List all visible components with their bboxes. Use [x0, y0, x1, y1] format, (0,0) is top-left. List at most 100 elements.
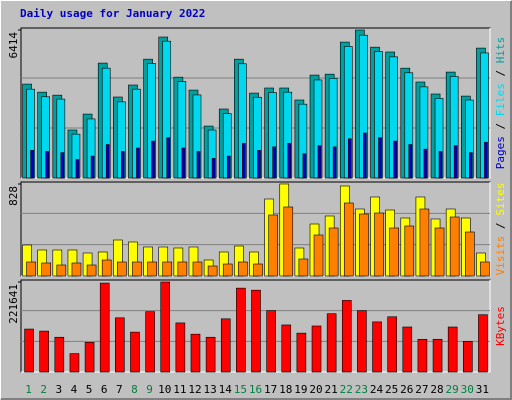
bar: [132, 261, 142, 277]
bar: [343, 202, 354, 277]
legend-entry: KBytes: [494, 306, 507, 346]
x-tick-label: 24: [370, 383, 384, 396]
bar: [90, 155, 95, 179]
bar: [26, 261, 36, 277]
bar: [296, 332, 307, 373]
x-tick-label: 19: [294, 383, 307, 396]
bar: [449, 216, 460, 277]
bar: [30, 150, 34, 179]
y-tick-label: 6414: [7, 32, 20, 59]
bar: [478, 314, 488, 373]
bar: [115, 317, 125, 373]
bar: [363, 132, 367, 179]
bar: [56, 264, 67, 277]
x-tick-label: 4: [71, 383, 78, 396]
x-tick-label: 17: [264, 383, 277, 396]
bar: [101, 259, 112, 277]
x-tick-label: 14: [219, 383, 233, 396]
legend-entry: Pages: [494, 136, 507, 169]
x-tick-label: 22: [340, 383, 353, 396]
bar: [359, 213, 369, 277]
bar: [160, 281, 171, 373]
bar: [287, 143, 292, 179]
bar: [238, 261, 248, 277]
bar: [121, 151, 125, 179]
x-tick-label: 25: [385, 383, 398, 396]
legend-separator: /: [494, 116, 507, 136]
bar: [24, 328, 34, 373]
bar: [469, 152, 473, 179]
legend-separator: /: [494, 63, 507, 83]
bar: [447, 326, 458, 373]
bar: [298, 258, 309, 277]
bar: [211, 158, 216, 179]
bar: [190, 333, 201, 373]
bar: [69, 353, 80, 373]
bar: [117, 261, 127, 277]
bar: [408, 144, 413, 179]
bar: [71, 262, 82, 277]
x-tick-label: 5: [86, 383, 93, 396]
legend-entry: Sites: [494, 183, 507, 216]
bar: [75, 159, 80, 179]
legend-entry: Visits: [494, 236, 507, 276]
bar: [272, 146, 276, 179]
x-tick-label: 30: [461, 383, 474, 396]
x-tick-label: 26: [400, 383, 413, 396]
bar: [402, 326, 413, 373]
bar: [257, 150, 261, 179]
bar: [281, 324, 292, 373]
x-tick-label: 12: [188, 383, 201, 396]
bar: [317, 145, 322, 179]
x-tick-label: 28: [430, 383, 443, 396]
x-tick-label: 6: [101, 383, 108, 396]
bar: [222, 263, 233, 277]
bar: [302, 153, 307, 179]
bar: [207, 265, 218, 277]
x-tick-label: 31: [476, 383, 489, 396]
x-tick-label: 1: [25, 383, 32, 396]
bar: [242, 143, 246, 179]
bar: [347, 138, 352, 179]
bar: [175, 322, 186, 373]
bar: [196, 151, 201, 179]
bar: [326, 313, 337, 373]
bar: [151, 140, 155, 179]
bar: [60, 152, 65, 179]
bar: [130, 331, 140, 373]
legend-separator: /: [494, 216, 507, 236]
bar: [311, 325, 322, 373]
bar: [313, 234, 324, 277]
bar: [341, 300, 352, 373]
bar: [99, 282, 110, 373]
legend-entry: Hits: [494, 37, 507, 64]
bar: [393, 140, 397, 179]
bar: [332, 146, 337, 179]
x-tick-label: 21: [325, 383, 338, 396]
x-tick-label: 27: [415, 383, 428, 396]
x-tick-label: 8: [131, 383, 138, 396]
bar: [438, 151, 443, 179]
x-tick-label: 9: [146, 383, 153, 396]
chart-title: Daily usage for January 2022: [20, 7, 205, 20]
bar: [434, 227, 445, 277]
bar: [54, 336, 65, 373]
bar: [266, 310, 276, 373]
bar: [220, 318, 231, 373]
bar: [404, 225, 415, 277]
bar: [423, 148, 428, 179]
bar: [389, 227, 399, 277]
x-tick-label: 16: [249, 383, 262, 396]
x-tick-label: 15: [234, 383, 247, 396]
legend: Pages / Files / Hits: [494, 37, 507, 170]
x-tick-label: 20: [309, 383, 322, 396]
bar: [268, 214, 278, 277]
bar: [253, 263, 263, 277]
bar: [328, 227, 339, 277]
bar: [226, 155, 231, 179]
bar: [192, 261, 203, 277]
legend: KBytes: [494, 306, 507, 346]
x-tick-label: 7: [116, 383, 123, 396]
